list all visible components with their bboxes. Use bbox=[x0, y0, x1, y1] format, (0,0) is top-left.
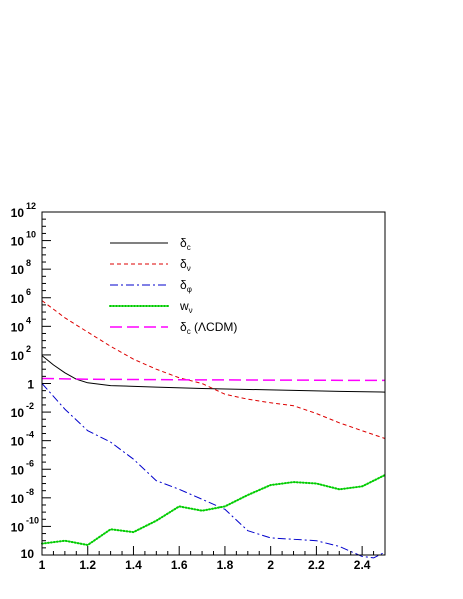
y-tick-exponent: -6 bbox=[26, 458, 34, 468]
legend: δc δν δφ wν δc (ΛCDM) bbox=[109, 236, 237, 336]
y-tick-exponent: 4 bbox=[26, 315, 31, 325]
x-tick-label: 1.6 bbox=[171, 558, 188, 572]
legend-label: wν bbox=[179, 299, 193, 315]
y-tick-label: 10 4 bbox=[11, 315, 31, 334]
y-tick-base: 10 bbox=[11, 206, 25, 220]
series-line-0 bbox=[41, 355, 386, 393]
y-tick-label: 10 bbox=[21, 547, 35, 561]
x-tick-label: 1.4 bbox=[125, 558, 142, 572]
series-layer bbox=[41, 300, 386, 559]
y-tick-exponent: 12 bbox=[26, 201, 36, 211]
y-tick-base: 10 bbox=[11, 292, 25, 306]
y-tick-label: 10 -10 bbox=[11, 515, 39, 534]
y-tick-exponent: -4 bbox=[26, 430, 34, 440]
x-tick-label: 2.4 bbox=[354, 558, 371, 572]
y-tick-exponent: -10 bbox=[26, 515, 39, 525]
y-tick-label: 10 -8 bbox=[11, 487, 34, 506]
series-line-3 bbox=[41, 474, 386, 546]
legend-entry: δφ bbox=[110, 278, 192, 294]
y-tick-base: 10 bbox=[11, 492, 25, 506]
y-tick-exponent: -8 bbox=[26, 487, 34, 497]
legend-entry: δν bbox=[110, 257, 191, 273]
legend-entry: δc bbox=[110, 236, 191, 252]
series-line-2 bbox=[41, 383, 386, 559]
legend-label: δc (ΛCDM) bbox=[180, 320, 237, 336]
y-tick-base: 10 bbox=[11, 235, 25, 249]
y-tick-base: 10 bbox=[11, 520, 25, 534]
y-tick-exponent: 10 bbox=[26, 230, 36, 240]
y-tick-base: 10 bbox=[11, 463, 25, 477]
x-tick-label: 1.2 bbox=[79, 558, 96, 572]
legend-label: δν bbox=[180, 257, 191, 273]
y-tick-base: 10 bbox=[11, 349, 25, 363]
x-tick-label: 2.2 bbox=[308, 558, 325, 572]
y-tick-label: 10 -4 bbox=[11, 430, 34, 449]
legend-label: δφ bbox=[180, 278, 192, 294]
y-tick-label: 10 12 bbox=[11, 201, 36, 220]
x-tick-label: 2 bbox=[267, 558, 274, 572]
y-tick-base: 10 bbox=[11, 406, 25, 420]
legend-entry: δc (ΛCDM) bbox=[110, 320, 237, 336]
legend-entry: wν bbox=[109, 299, 193, 315]
y-tick-base: 10 bbox=[11, 435, 25, 449]
y-tick-exponent: 8 bbox=[26, 258, 31, 268]
y-tick-label: 10 -6 bbox=[11, 458, 34, 477]
y-tick-base: 10 bbox=[21, 547, 35, 561]
legend-label: δc bbox=[180, 236, 191, 252]
y-tick-label: 10 8 bbox=[11, 258, 31, 277]
y-tick-base: 10 bbox=[11, 263, 25, 277]
y-tick-base: 1 bbox=[27, 378, 34, 392]
y-tick-exponent: 6 bbox=[26, 287, 31, 297]
y-tick-label: 10 10 bbox=[11, 230, 36, 249]
y-tick-exponent: -2 bbox=[26, 401, 34, 411]
x-tick-label: 1 bbox=[39, 558, 46, 572]
x-tick-label: 1.8 bbox=[217, 558, 234, 572]
y-tick-label: 10 6 bbox=[11, 287, 31, 306]
y-tick-label: 1 bbox=[27, 378, 34, 392]
y-tick-base: 10 bbox=[11, 320, 25, 334]
y-tick-label: 10 -2 bbox=[11, 401, 34, 420]
y-tick-label: 10 2 bbox=[11, 344, 31, 363]
series-line-4 bbox=[41, 377, 385, 382]
y-tick-exponent: 2 bbox=[26, 344, 31, 354]
